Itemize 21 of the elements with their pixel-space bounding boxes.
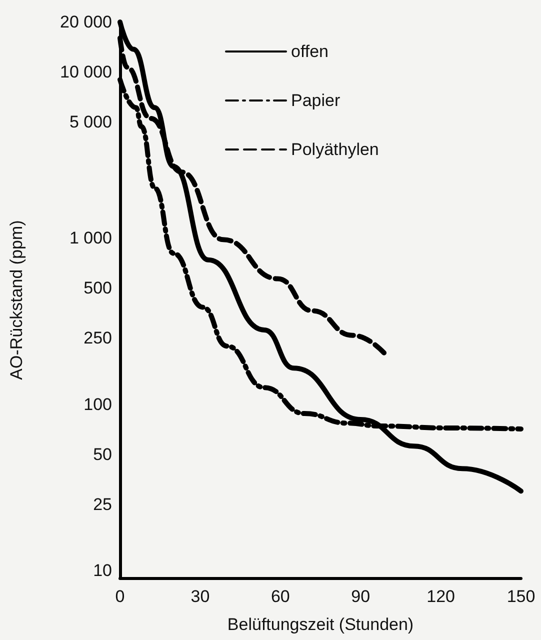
legend-label: Polyäthylen xyxy=(291,140,379,159)
x-tick-label: 150 xyxy=(506,587,536,606)
x-tick-label: 90 xyxy=(351,587,370,606)
x-tick-label: 0 xyxy=(115,587,125,606)
y-tick-label: 20 000 xyxy=(60,12,112,32)
x-axis-title: Belüftungszeit (Stunden) xyxy=(227,615,414,634)
y-tick-label: 5 000 xyxy=(69,112,112,132)
y-tick-label: 100 xyxy=(84,394,112,414)
x-tick-label: 30 xyxy=(190,587,210,606)
legend-label: offen xyxy=(291,42,329,61)
y-tick-label: 50 xyxy=(93,444,112,464)
y-tick-label: 10 000 xyxy=(60,62,112,82)
y-tick-label: 1 000 xyxy=(69,228,112,248)
legend-label: Papier xyxy=(291,91,340,110)
x-tick-label: 60 xyxy=(270,587,290,606)
y-tick-label: 250 xyxy=(84,328,112,348)
y-tick-label: 10 xyxy=(93,560,112,580)
y-axis-title: AO-Rückstand (ppm) xyxy=(7,220,26,380)
x-tick-label: 120 xyxy=(426,587,455,606)
y-tick-label: 25 xyxy=(93,494,112,514)
y-tick-label: 500 xyxy=(84,278,112,298)
